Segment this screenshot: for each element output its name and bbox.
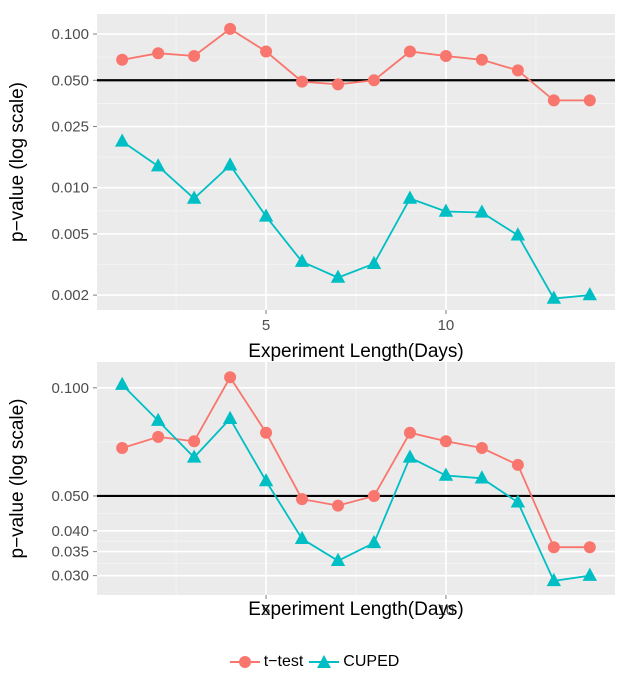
top-point-cuped <box>150 158 166 172</box>
bottom-series-line-t-test <box>121 375 590 549</box>
bottom-point-cuped <box>474 470 490 484</box>
bottom-point-t-test <box>296 493 309 506</box>
bottom-y-axis-title: p−value (log scale) <box>7 398 28 558</box>
bottom-point-t-test <box>547 541 560 554</box>
top-point-cuped <box>474 204 490 218</box>
bottom-point-t-test <box>439 435 452 448</box>
top-point-t-test <box>296 75 309 88</box>
top-point-t-test <box>188 49 201 62</box>
bottom-point-cuped <box>330 552 346 566</box>
bottom-point-t-test <box>188 435 201 448</box>
top-y-tick-label: 0.025 <box>51 119 89 136</box>
top-point-cuped <box>330 269 346 283</box>
top-point-cuped <box>186 190 202 204</box>
top-point-t-test <box>439 49 452 62</box>
legend-label-cuped: CUPED <box>343 653 400 670</box>
bottom-y-tick-label: 0.030 <box>51 568 89 585</box>
top-y-tick-label: 0.050 <box>51 72 89 89</box>
top-point-cuped <box>438 203 454 217</box>
bottom-y-tick-label: 0.100 <box>51 380 89 397</box>
top-point-t-test <box>116 53 129 66</box>
legend-label-t-test: t−test <box>263 653 304 670</box>
top-y-tick-label: 0.002 <box>51 287 89 304</box>
legend-item-t-test: t−test <box>229 652 304 672</box>
bottom-point-cuped <box>438 467 454 481</box>
bottom-point-cuped <box>510 494 526 508</box>
top-point-t-test <box>583 94 596 107</box>
top-y-tick-label: 0.010 <box>51 180 89 197</box>
bottom-point-t-test <box>511 458 524 471</box>
top-point-cuped <box>510 227 526 241</box>
bottom-point-t-test <box>367 489 380 502</box>
top-x-tick-label: 10 <box>438 317 455 334</box>
top-y-tick-label: 0.005 <box>51 226 89 243</box>
top-point-cuped <box>402 190 418 204</box>
top-point-t-test <box>152 47 165 60</box>
top-series-line-cuped <box>121 140 590 300</box>
bottom-point-t-test <box>475 441 488 454</box>
bottom-y-tick-label: 0.040 <box>51 523 89 540</box>
top-point-t-test <box>475 53 488 66</box>
legend-item-cuped: CUPED <box>309 652 399 672</box>
bottom-x-tick-label: 5 <box>262 602 270 619</box>
bottom-point-t-test <box>583 541 596 554</box>
bottom-point-cuped <box>222 410 238 424</box>
top-series-line-t-test <box>122 27 590 102</box>
top-point-t-test <box>367 74 380 87</box>
bottom-y-tick-label: 0.035 <box>51 544 89 561</box>
top-point-t-test <box>403 45 416 58</box>
top-point-t-test <box>332 78 345 91</box>
bottom-point-t-test <box>224 371 237 384</box>
top-point-cuped <box>582 287 598 301</box>
bottom-point-t-test <box>116 441 129 454</box>
top-point-cuped <box>222 157 238 171</box>
bottom-point-cuped <box>114 376 130 390</box>
top-point-cuped <box>114 133 130 147</box>
bottom-point-t-test <box>260 426 273 439</box>
bottom-point-cuped <box>258 473 274 487</box>
bottom-point-cuped <box>150 412 166 426</box>
legend-key-t-test <box>229 656 260 668</box>
top-x-axis-title: Experiment Length(Days) <box>248 341 463 362</box>
bottom-point-t-test <box>403 426 416 439</box>
plot-top: 0.002 0.005 0.010 0.025 0.050 0.100 5 10 Experim… <box>7 14 615 362</box>
bottom-point-t-test <box>152 430 165 443</box>
top-point-t-test <box>224 22 237 35</box>
bottom-point-cuped <box>294 530 310 544</box>
top-point-t-test <box>260 45 273 58</box>
legend: t−test CUPED <box>0 648 629 676</box>
top-x-tick-label: 5 <box>262 317 270 334</box>
bottom-point-cuped <box>366 534 382 549</box>
top-point-cuped <box>546 290 562 304</box>
top-point-cuped <box>366 255 382 269</box>
bottom-point-cuped <box>402 449 418 463</box>
bottom-point-cuped <box>582 567 598 581</box>
bottom-series-line-cuped <box>121 384 590 582</box>
bottom-point-cuped <box>546 572 562 587</box>
bottom-point-t-test <box>332 499 345 512</box>
bottom-point-cuped <box>186 449 202 463</box>
top-y-tick-label: 0.100 <box>51 26 89 43</box>
top-point-t-test <box>511 64 524 77</box>
top-y-axis-title: p−value (log scale) <box>7 82 28 242</box>
top-point-cuped <box>258 208 274 222</box>
bottom-x-tick-label: 10 <box>438 602 455 619</box>
legend-key-cuped <box>309 655 340 668</box>
top-point-cuped <box>294 253 310 267</box>
bottom-x-axis-title: Experiment Length(Days) <box>248 599 463 620</box>
bottom-y-tick-label: 0.050 <box>51 488 89 505</box>
top-point-t-test <box>547 94 560 107</box>
